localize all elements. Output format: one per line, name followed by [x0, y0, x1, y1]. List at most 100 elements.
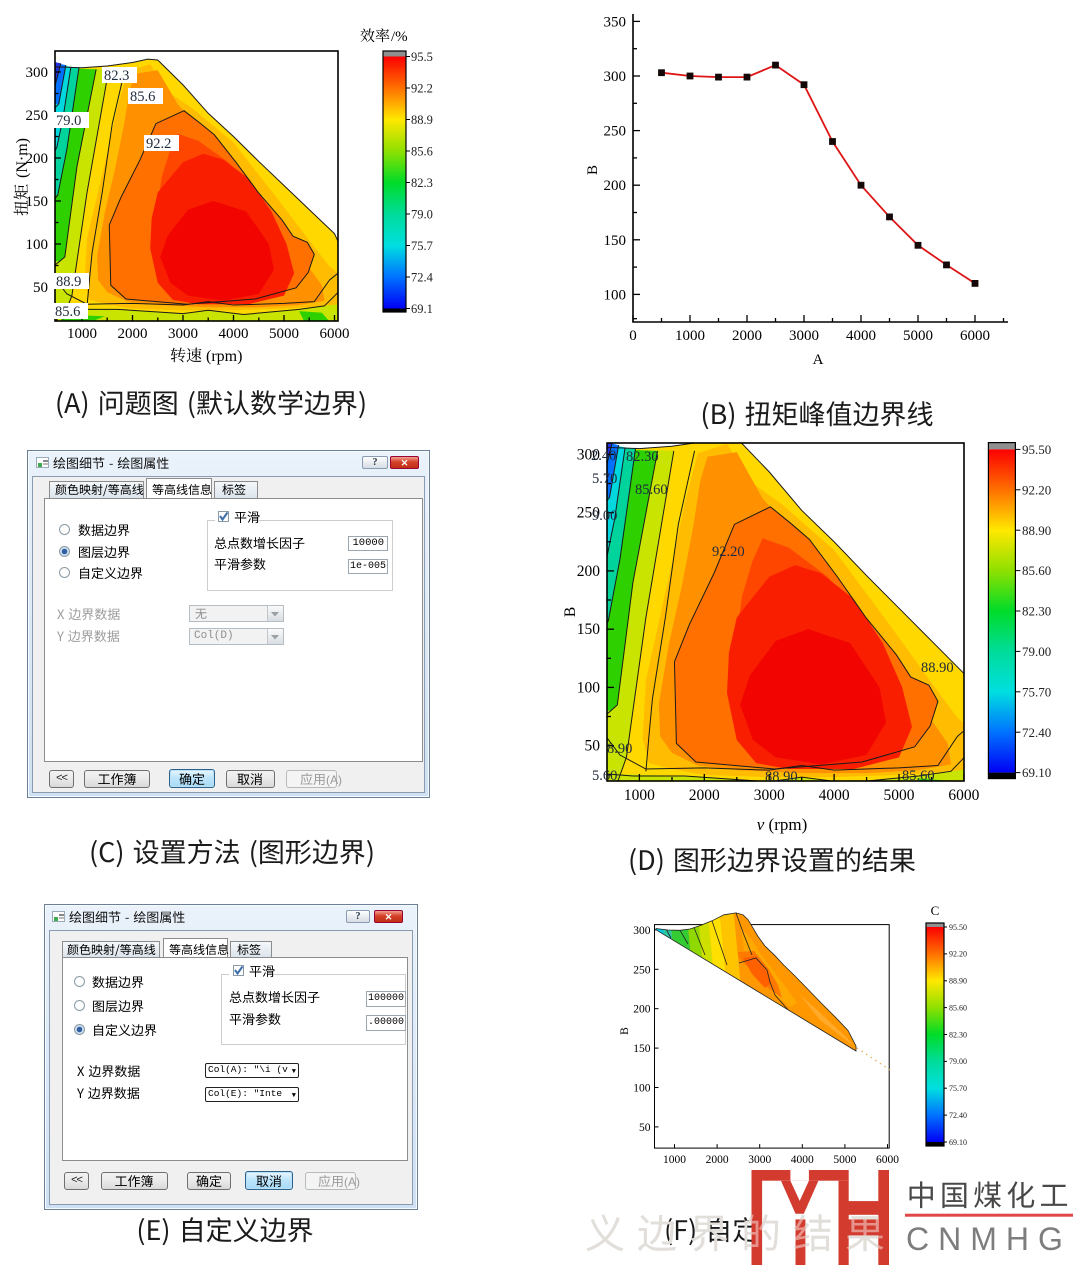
svg-text:72.40: 72.40 [949, 1111, 967, 1120]
svg-text:95.50: 95.50 [949, 923, 967, 932]
svg-text:75.70: 75.70 [949, 1084, 967, 1093]
svg-text:88.90: 88.90 [1022, 523, 1051, 538]
svg-text:92.2: 92.2 [146, 136, 171, 152]
svg-text:200: 200 [633, 1004, 651, 1016]
svg-text:85.60: 85.60 [902, 768, 935, 784]
svg-text:250: 250 [604, 124, 627, 140]
svg-text:150: 150 [26, 194, 49, 210]
svg-text:1000: 1000 [675, 328, 705, 344]
svg-text:(N·m): (N·m) [14, 138, 31, 178]
svg-text:200: 200 [577, 563, 601, 580]
svg-text:72.4: 72.4 [411, 270, 434, 284]
svg-text:B: B [585, 165, 601, 175]
svg-text:5000: 5000 [884, 787, 915, 804]
svg-text:2000: 2000 [118, 326, 148, 342]
svg-text:3000: 3000 [168, 326, 198, 342]
svg-text:6000: 6000 [876, 1154, 899, 1166]
svg-text:100: 100 [604, 287, 627, 303]
svg-text:3000: 3000 [754, 787, 785, 804]
svg-text:95.50: 95.50 [1022, 442, 1051, 457]
svg-text:92.20: 92.20 [1022, 482, 1051, 497]
svg-text:4000: 4000 [791, 1154, 814, 1166]
svg-text:79.00: 79.00 [949, 1057, 967, 1066]
svg-text:100: 100 [26, 237, 49, 253]
svg-text:150: 150 [633, 1043, 651, 1055]
svg-text:3000: 3000 [789, 328, 819, 344]
svg-text:82.30: 82.30 [1022, 604, 1051, 619]
svg-text:82.3: 82.3 [411, 176, 433, 190]
svg-text:0: 0 [629, 328, 637, 344]
svg-text:5000: 5000 [833, 1154, 856, 1166]
svg-text:C: C [931, 903, 940, 918]
svg-text:85.60: 85.60 [949, 1003, 967, 1012]
svg-text:4000: 4000 [846, 328, 876, 344]
svg-text:95.5: 95.5 [411, 50, 433, 64]
svg-text:4000: 4000 [819, 787, 850, 804]
svg-text:100: 100 [633, 1083, 651, 1095]
svg-text:69.10: 69.10 [949, 1138, 967, 1147]
svg-text:v (rpm): v (rpm) [757, 815, 808, 834]
svg-text:8.90: 8.90 [607, 741, 632, 757]
svg-text:85.60: 85.60 [635, 482, 668, 498]
svg-text:1000: 1000 [663, 1154, 686, 1166]
svg-text:300: 300 [633, 925, 651, 937]
svg-text:CNMHG: CNMHG [906, 1221, 1072, 1257]
svg-text:250: 250 [26, 108, 49, 124]
svg-text:85.6: 85.6 [411, 144, 433, 158]
svg-text:79.0: 79.0 [411, 207, 433, 221]
svg-text:4000: 4000 [219, 326, 249, 342]
svg-text:50: 50 [639, 1122, 651, 1134]
svg-text:92.20: 92.20 [949, 950, 967, 959]
svg-text:88.90: 88.90 [765, 769, 798, 785]
svg-text:300: 300 [26, 65, 49, 81]
svg-text:50: 50 [585, 738, 601, 755]
svg-text:72.40: 72.40 [1022, 725, 1051, 740]
svg-text:79.00: 79.00 [1022, 644, 1051, 659]
svg-text:88.9: 88.9 [411, 113, 433, 127]
svg-text:5.60: 5.60 [592, 768, 617, 784]
svg-text:92.2: 92.2 [411, 81, 433, 95]
svg-text:2.40: 2.40 [591, 448, 616, 464]
svg-text:300: 300 [604, 69, 627, 85]
svg-text:(rpm): (rpm) [206, 348, 242, 365]
svg-text:88.9: 88.9 [56, 274, 81, 290]
svg-text:92.20: 92.20 [712, 544, 745, 560]
svg-text:5.70: 5.70 [592, 471, 617, 487]
svg-text:200: 200 [604, 178, 627, 194]
svg-text:3000: 3000 [748, 1154, 771, 1166]
svg-text:6000: 6000 [320, 326, 350, 342]
svg-text:200: 200 [26, 151, 49, 167]
svg-text:250: 250 [633, 964, 651, 976]
svg-text:5000: 5000 [269, 326, 299, 342]
svg-text:50: 50 [33, 280, 48, 296]
svg-text:85.6: 85.6 [55, 304, 80, 320]
svg-text:/%: /% [391, 29, 408, 45]
svg-text:69.10: 69.10 [1022, 765, 1051, 780]
svg-text:150: 150 [604, 233, 627, 249]
svg-text:B: B [562, 607, 579, 617]
svg-text:85.60: 85.60 [1022, 563, 1051, 578]
svg-text:2000: 2000 [732, 328, 762, 344]
svg-text:85.6: 85.6 [130, 89, 155, 105]
svg-text:79.0: 79.0 [56, 113, 81, 129]
svg-text:300: 300 [577, 446, 601, 463]
svg-text:88.90: 88.90 [921, 660, 954, 676]
svg-text:6000: 6000 [960, 328, 990, 344]
svg-text:75.7: 75.7 [411, 239, 433, 253]
svg-text:A: A [813, 352, 824, 368]
svg-text:1000: 1000 [624, 787, 655, 804]
svg-text:150: 150 [577, 621, 601, 638]
svg-text:82.30: 82.30 [949, 1030, 967, 1039]
svg-text:69.1: 69.1 [411, 302, 433, 316]
svg-text:82.3: 82.3 [104, 68, 129, 84]
svg-text:5000: 5000 [903, 328, 933, 344]
svg-text:350: 350 [604, 14, 627, 30]
svg-text:9.00: 9.00 [592, 508, 617, 524]
svg-text:75.70: 75.70 [1022, 684, 1051, 699]
svg-text:1000: 1000 [67, 326, 97, 342]
svg-text:2000: 2000 [706, 1154, 729, 1166]
svg-text:82.30: 82.30 [626, 449, 659, 465]
svg-text:250: 250 [577, 505, 601, 522]
svg-text:6000: 6000 [948, 787, 979, 804]
svg-text:B: B [619, 1027, 631, 1035]
